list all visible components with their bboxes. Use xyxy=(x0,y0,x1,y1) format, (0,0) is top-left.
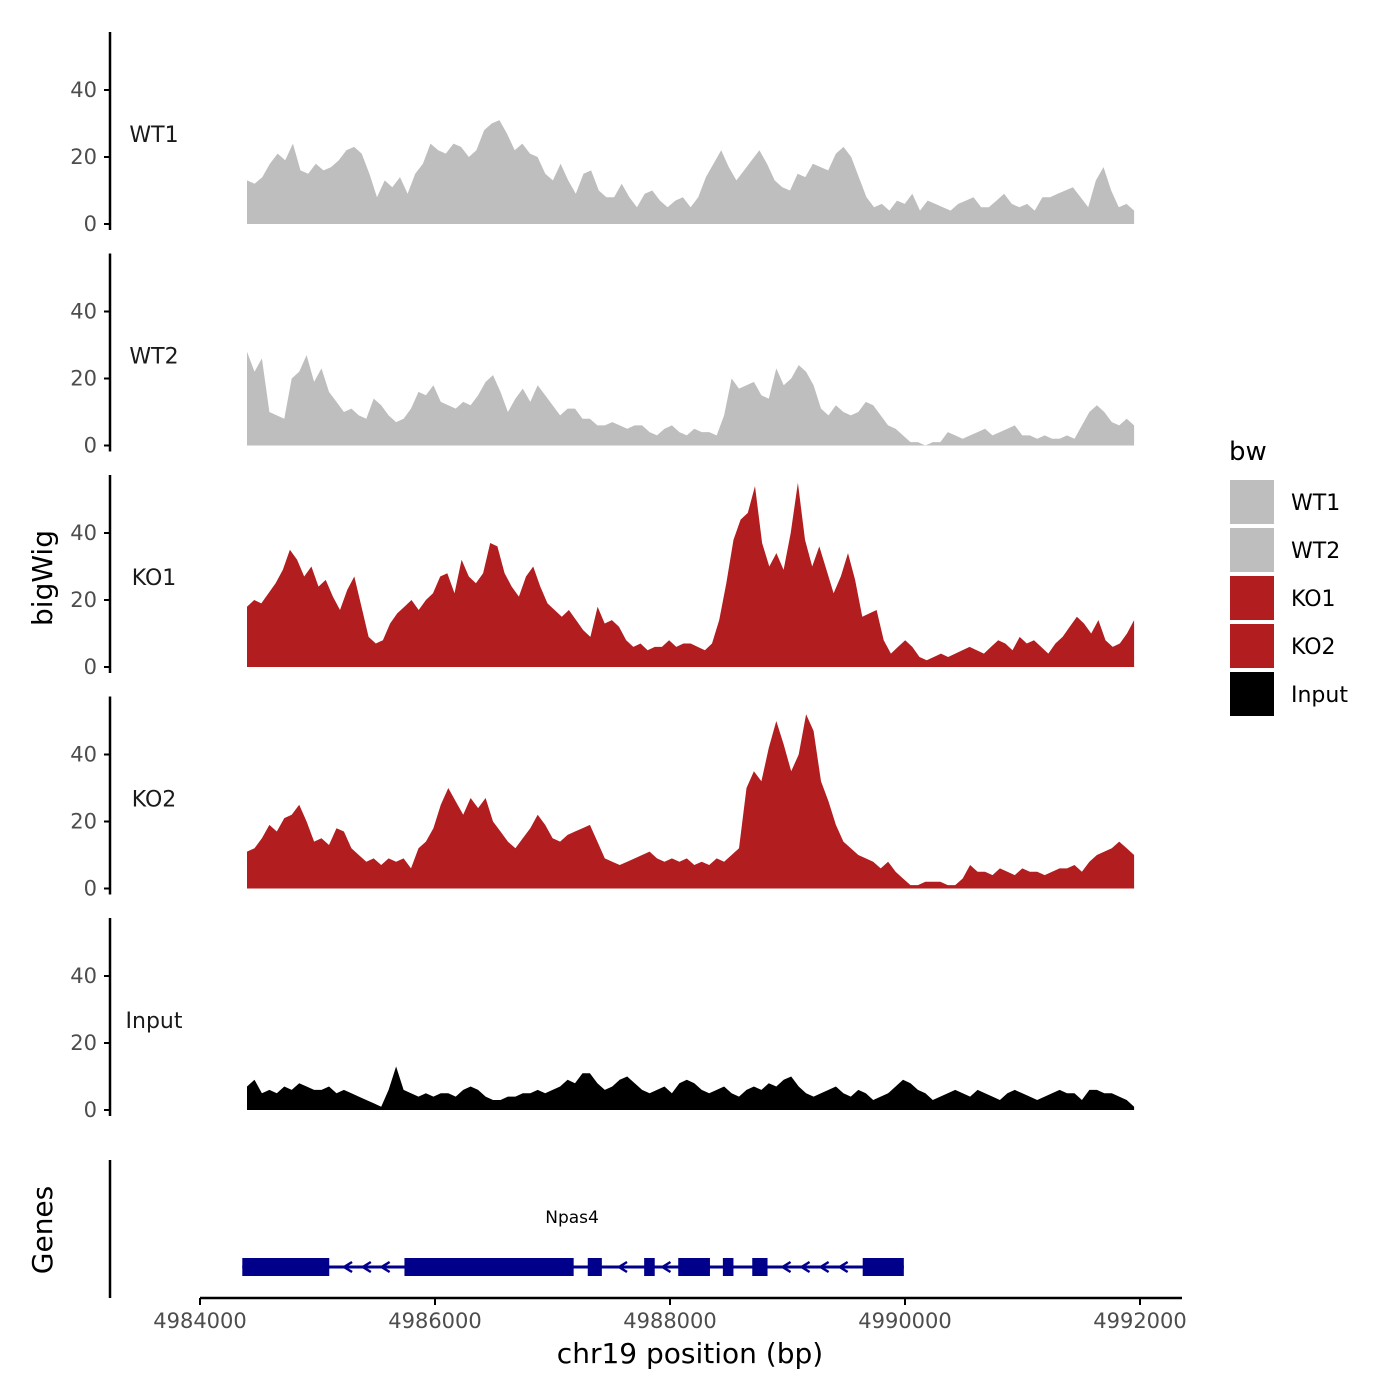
legend-label-input: Input xyxy=(1291,683,1348,708)
panel-label-ko2: KO2 xyxy=(132,788,177,813)
panel-wt2: 0 20 40 WT2 xyxy=(70,253,1135,458)
legend-label-ko1: KO1 xyxy=(1291,587,1336,612)
x-tick-label-4986000: 4986000 xyxy=(388,1309,482,1333)
gene-name-label: Npas4 xyxy=(545,1208,599,1228)
y-tick-label-input-20: 20 xyxy=(70,1031,97,1055)
area-wt1 xyxy=(247,120,1135,224)
legend-swatch-ko1 xyxy=(1230,576,1274,620)
panel-input: 0 20 40 Input xyxy=(70,918,1135,1122)
y-tick-label-ko1-20: 20 xyxy=(70,588,97,612)
strand-arrow xyxy=(360,1260,372,1274)
y-tick-label-wt1-20: 20 xyxy=(70,145,97,169)
y-tick-label-ko2-20: 20 xyxy=(70,810,97,834)
strand-arrow xyxy=(616,1260,628,1274)
y-tick-label-input-0: 0 xyxy=(84,1098,97,1122)
y-tick-label-wt1-40: 40 xyxy=(70,78,97,102)
exon-6 xyxy=(722,1258,734,1276)
strand-arrow xyxy=(379,1260,391,1274)
strand-arrow xyxy=(780,1260,792,1274)
legend-title: bw xyxy=(1229,437,1267,467)
strand-arrow xyxy=(799,1260,811,1274)
y-tick-label-ko2-0: 0 xyxy=(84,877,97,901)
panel-label-ko1: KO1 xyxy=(132,566,177,591)
area-ko2 xyxy=(247,714,1135,889)
panel-wt1: 0 20 40 WT1 xyxy=(70,32,1135,236)
strand-arrow xyxy=(837,1260,849,1274)
panel-ko2: 0 20 40 KO2 xyxy=(70,696,1135,901)
strand-arrow xyxy=(660,1260,672,1274)
x-tick-label-4992000: 4992000 xyxy=(1093,1309,1187,1333)
legend-swatch-ko2 xyxy=(1230,624,1274,668)
exon-3 xyxy=(587,1258,602,1276)
exon-5 xyxy=(678,1258,710,1276)
legend-label-wt1: WT1 xyxy=(1291,491,1340,516)
y-tick-label-wt2-40: 40 xyxy=(70,300,97,324)
y-tick-label-wt2-0: 0 xyxy=(84,434,97,458)
panel-label-input: Input xyxy=(126,1009,183,1034)
strand-arrow xyxy=(341,1260,353,1274)
legend-swatch-wt1 xyxy=(1230,480,1274,524)
exon-2 xyxy=(404,1258,574,1276)
exon-8 xyxy=(862,1258,904,1276)
legend-label-ko2: KO2 xyxy=(1291,635,1336,660)
legend-label-wt2: WT2 xyxy=(1291,539,1340,564)
genes-axis-label: Genes xyxy=(26,1186,59,1274)
exon-7 xyxy=(752,1258,768,1276)
x-tick-label-4988000: 4988000 xyxy=(623,1309,717,1333)
y-axis-label: bigWig xyxy=(26,530,59,626)
area-input xyxy=(247,1066,1135,1110)
panel-label-wt2: WT2 xyxy=(129,345,178,370)
y-tick-label-input-40: 40 xyxy=(70,964,97,988)
legend-swatch-input xyxy=(1230,672,1274,716)
x-axis-label: chr19 position (bp) xyxy=(557,1337,823,1370)
x-tick-label-4984000: 4984000 xyxy=(153,1309,247,1333)
y-tick-label-wt1-0: 0 xyxy=(84,212,97,236)
exon-4 xyxy=(644,1258,655,1276)
area-ko1 xyxy=(247,482,1135,667)
exon-1 xyxy=(242,1258,330,1276)
panel-label-wt1: WT1 xyxy=(129,123,178,148)
area-wt2 xyxy=(247,351,1135,446)
panel-ko1: 0 20 40 KO1 xyxy=(70,475,1135,679)
y-tick-label-ko2-40: 40 xyxy=(70,743,97,767)
y-tick-label-wt2-20: 20 xyxy=(70,367,97,391)
legend-swatch-wt2 xyxy=(1230,528,1274,572)
x-tick-label-4990000: 4990000 xyxy=(858,1309,952,1333)
strand-arrow xyxy=(818,1260,830,1274)
y-tick-label-ko1-0: 0 xyxy=(84,655,97,679)
y-tick-label-ko1-40: 40 xyxy=(70,521,97,545)
